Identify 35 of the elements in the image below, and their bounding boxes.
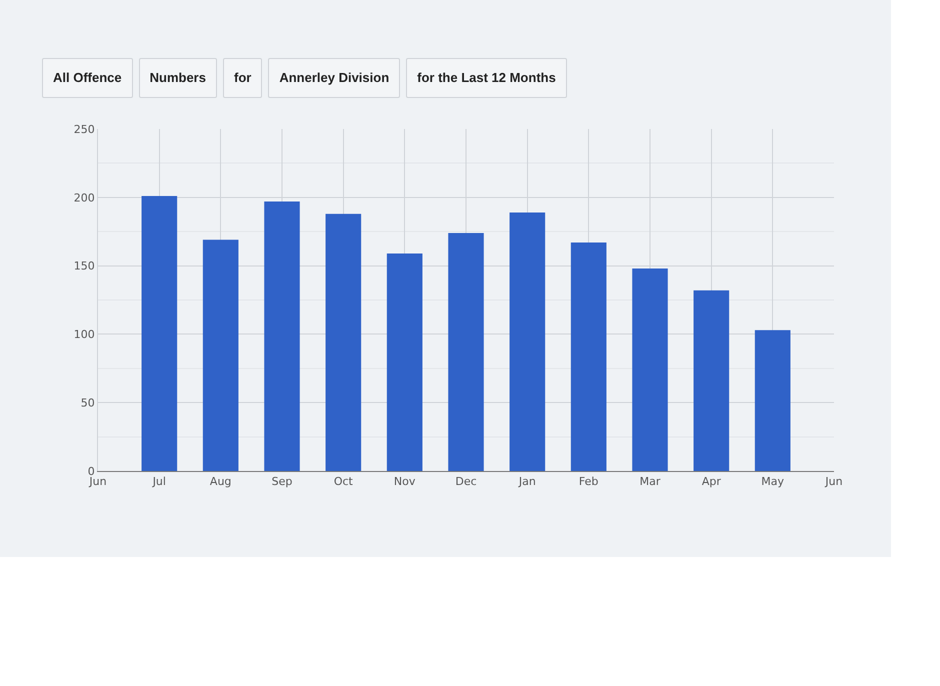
x-tick-label: Aug: [210, 475, 232, 488]
y-tick-label: 150: [74, 260, 95, 273]
x-tick-label: Nov: [394, 475, 416, 488]
y-tick-label: 200: [74, 191, 95, 204]
x-tick-label: Apr: [702, 475, 722, 488]
x-tick-label: May: [761, 475, 785, 488]
bar: [142, 196, 178, 471]
x-tick-label: Oct: [334, 475, 354, 488]
x-tick-label: Jul: [152, 475, 166, 488]
x-tick-label: Dec: [455, 475, 477, 488]
bar: [510, 212, 546, 471]
bar: [632, 268, 668, 471]
bar: [448, 232, 484, 471]
x-tick-label: Jun: [88, 475, 107, 488]
text: Annerley Division: [268, 58, 400, 98]
y-tick-label: 50: [80, 396, 95, 410]
bar: [326, 214, 362, 471]
bar: [754, 330, 790, 471]
bar: [694, 290, 730, 471]
bar: [264, 202, 300, 471]
bar: [570, 242, 606, 471]
bar: [386, 253, 422, 471]
bar: [202, 240, 238, 471]
y-tick-label: 0: [88, 464, 95, 478]
text: for: [222, 58, 262, 98]
x-tick-label: Sep: [272, 475, 292, 488]
text: for the Last 12 Months: [406, 58, 567, 98]
y-tick-label: 250: [74, 122, 95, 136]
x-tick-label: Jun: [824, 475, 843, 488]
x-tick-label: Jan: [518, 475, 536, 488]
x-tick-label: Feb: [578, 475, 598, 488]
y-tick-label: 100: [74, 328, 95, 342]
text: Numbers: [138, 58, 217, 98]
text: All Offence: [42, 58, 133, 98]
x-tick-label: Mar: [640, 475, 661, 488]
